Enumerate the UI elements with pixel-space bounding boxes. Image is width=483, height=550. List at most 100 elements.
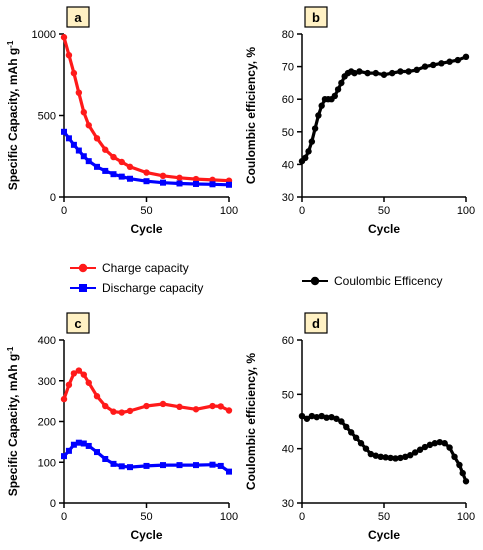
x-tick-label: 0 [61,205,67,217]
panel-d: 0 50 100 30 40 50 60 Cycle Coulombic efficiency,… [244,312,475,542]
data-point [85,442,92,449]
legend-left: Charge capacity Discharge capacity [70,261,203,295]
data-point [217,403,224,410]
data-point [110,171,117,178]
data-point [126,163,134,171]
data-point [65,51,73,59]
x-axis-title: Cycle [368,528,400,542]
data-point [209,461,216,468]
data-point [372,452,379,459]
y-tick-label: 40 [282,444,294,456]
data-point [315,112,322,119]
y-axis-title: Coulombic efficiency, % [244,47,258,184]
data-point [364,69,371,77]
series-line [300,414,468,483]
data-point [118,463,125,470]
data-point [343,423,350,431]
data-point [462,53,470,61]
data-point [176,462,183,469]
y-tick-label: 40 [282,159,294,171]
data-point [93,393,101,400]
data-point [70,69,78,77]
y-tick-label: 60 [282,335,294,347]
data-point [407,451,414,459]
data-point [338,418,345,425]
data-point [65,381,73,389]
y-tick-label: 50 [282,389,294,401]
y-tick-label: 80 [282,29,294,41]
y-tick-label: 60 [282,94,294,106]
data-point [331,92,338,100]
data-point [70,141,77,148]
data-point [65,135,72,142]
data-point [192,406,200,413]
y-tick-label: 300 [38,376,56,388]
data-point [308,412,316,420]
data-point [159,400,167,408]
data-point [446,58,453,65]
data-point [454,56,461,64]
data-point [311,125,319,132]
data-point [94,163,100,170]
data-point [372,69,379,77]
x-tick-label: 50 [140,205,152,217]
legend-marker [79,284,87,292]
data-point [94,449,100,456]
data-point [416,446,424,453]
data-point [65,447,72,454]
data-point [328,413,335,421]
data-point [110,153,117,161]
data-point [402,453,409,461]
data-point [318,102,325,109]
data-point [351,69,358,77]
data-point [380,71,388,78]
data-point [80,153,87,160]
data-point [176,180,183,187]
data-point [102,402,109,410]
data-point [75,147,82,154]
y-tick-label: 1000 [32,29,56,41]
data-point [118,173,125,180]
data-point [143,402,150,410]
data-point [459,469,466,477]
x-tick-label: 50 [140,511,152,523]
legend-label: Charge capacity [102,261,189,275]
panel-label: c [74,316,81,331]
data-point [160,179,166,186]
y-tick-label: 0 [50,192,56,204]
data-point [356,68,363,75]
data-point [102,146,109,153]
data-point [80,440,87,447]
data-point [426,441,434,449]
data-point [382,454,389,461]
data-point [411,449,419,456]
data-point [438,60,445,67]
data-point [209,181,216,188]
panel-c: 0 50 100 0 100 200 300 400 Cycle Specific Capacit… [6,312,238,542]
data-point [102,455,109,462]
y-tick-label: 200 [38,417,56,429]
data-point [362,445,370,452]
data-point [159,172,167,180]
x-tick-label: 50 [378,205,390,217]
data-point [85,122,92,129]
data-point [60,34,68,41]
data-point [75,367,83,374]
data-point [70,370,78,377]
panel-b: 0 50 100 30 40 50 60 70 80 Cycle Coulombic efficie… [244,6,475,236]
y-tick-label: 30 [282,498,294,510]
data-point [110,460,117,467]
data-point [333,415,340,422]
data-point [85,379,92,386]
data-point [75,89,83,96]
data-point [118,158,125,166]
data-point [413,66,420,74]
data-point [430,61,437,69]
data-point [357,440,365,447]
x-tick-label: 100 [220,511,238,523]
y-tick-label: 100 [38,457,56,469]
data-point [352,434,360,441]
y-axis-title: Specific Capacity, mAh g-1 [6,40,21,190]
data-point [338,79,345,87]
